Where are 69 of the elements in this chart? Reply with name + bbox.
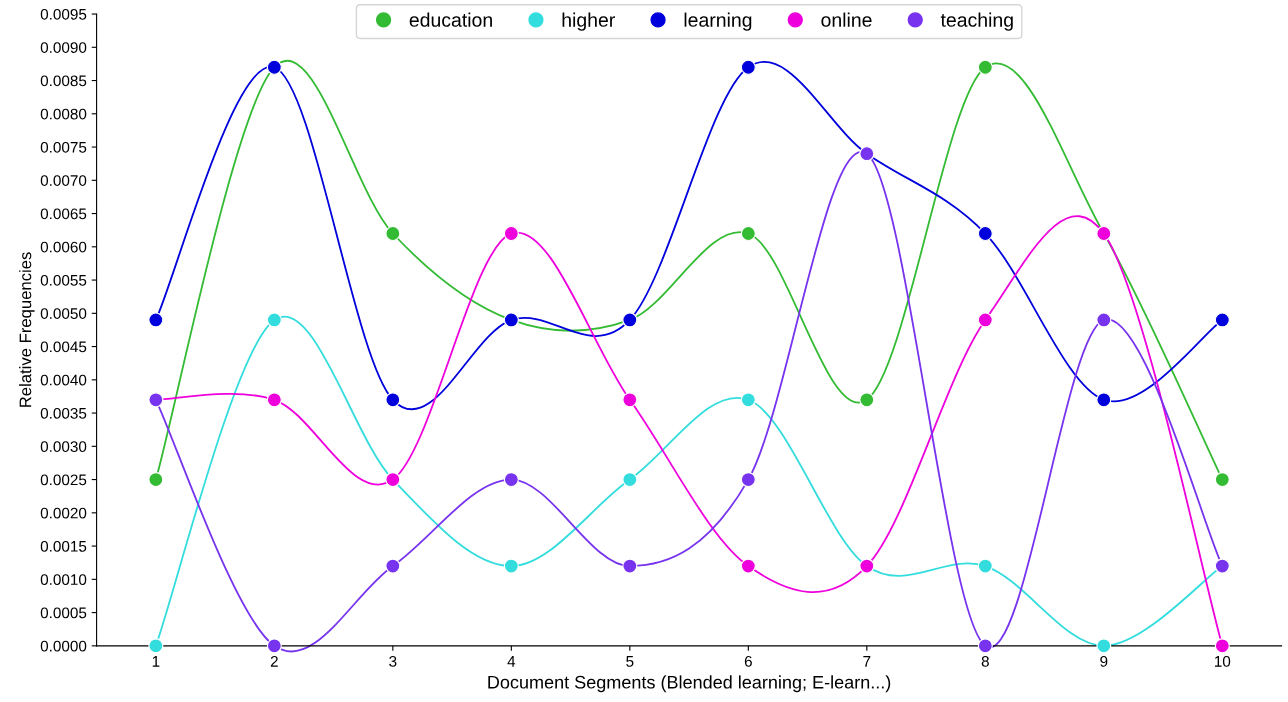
x-tick-label: 6 <box>744 655 752 667</box>
point <box>740 392 756 408</box>
point <box>1096 312 1112 328</box>
point <box>740 226 756 242</box>
x-tick-label: 3 <box>389 655 397 667</box>
point <box>740 59 756 75</box>
point <box>977 558 993 574</box>
y-tick-label: 0.0025 <box>40 474 87 486</box>
y-tick-label: 0.0055 <box>40 274 87 286</box>
point <box>266 312 282 328</box>
point <box>1214 312 1230 328</box>
legend-label: education <box>409 12 492 27</box>
x-tick-label: 2 <box>270 655 278 667</box>
y-tick-label: 0.0085 <box>40 75 87 87</box>
y-tick-label: 0.0075 <box>40 141 87 153</box>
point <box>1096 638 1112 654</box>
point <box>977 59 993 75</box>
point <box>266 638 282 654</box>
point <box>266 392 282 408</box>
x-tick-label: 5 <box>626 656 634 667</box>
point <box>148 312 164 328</box>
point <box>1096 392 1112 408</box>
point <box>859 392 875 408</box>
point <box>977 638 993 654</box>
point <box>977 312 993 328</box>
legend-label: learning <box>684 12 752 31</box>
point <box>622 472 638 488</box>
y-tick-label: 0.0035 <box>40 407 87 419</box>
point <box>385 558 401 574</box>
y-tick-label: 0.0080 <box>40 108 87 120</box>
legend-label: teaching <box>940 12 1013 31</box>
y-axis-title: Relative Frequencies <box>19 252 35 407</box>
point <box>503 558 519 574</box>
y-tick-label: 0.0000 <box>40 640 87 652</box>
y-tick-label: 0.0045 <box>40 341 87 353</box>
point <box>1214 638 1230 654</box>
y-tick-label: 0.0090 <box>40 42 87 53</box>
y-tick-label: 0.0030 <box>40 441 87 453</box>
point <box>385 392 401 408</box>
y-tick-label: 0.0095 <box>40 8 87 20</box>
y-tick-label: 0.0060 <box>40 241 87 253</box>
y-tick-label: 0.0015 <box>40 540 87 552</box>
y-tick-label: 0.0005 <box>40 607 87 619</box>
point <box>977 226 993 242</box>
point <box>622 558 638 574</box>
y-tick-label: 0.0070 <box>40 175 87 186</box>
x-tick-label: 10 <box>1214 655 1231 667</box>
point <box>622 392 638 408</box>
point <box>148 472 164 488</box>
point <box>1214 472 1230 488</box>
x-tick-label: 4 <box>507 656 516 667</box>
legend-label: higher <box>562 12 615 31</box>
point <box>385 226 401 242</box>
y-tick-label: 0.0040 <box>40 374 87 386</box>
point <box>740 472 756 488</box>
x-tick-label: 7 <box>863 656 871 667</box>
y-tick-label: 0.0010 <box>40 574 87 586</box>
point <box>503 472 519 488</box>
x-tick-label: 1 <box>152 656 160 667</box>
legend-label: online <box>821 12 872 27</box>
y-tick-label: 0.0020 <box>40 507 87 519</box>
y-tick-label: 0.0050 <box>40 308 87 319</box>
x-axis-title: Document Segments (Blended learning; E-learn...) <box>488 675 891 693</box>
y-tick-label: 0.0065 <box>40 208 87 220</box>
point <box>148 638 164 654</box>
x-tick-label: 9 <box>1100 655 1108 667</box>
point <box>503 226 519 242</box>
x-tick-label: 8 <box>981 655 989 667</box>
point <box>740 558 756 574</box>
